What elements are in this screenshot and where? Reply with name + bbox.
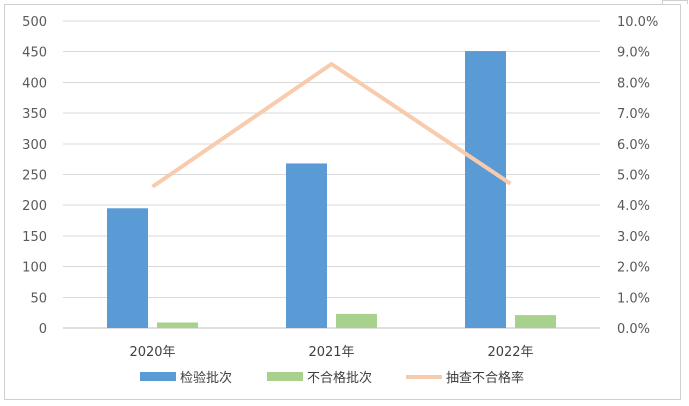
bar-2020-s1 (107, 208, 148, 328)
right-tick-label: 6.0% (617, 138, 650, 153)
left-tick-label: 400 (22, 76, 47, 91)
right-tick-label: 7.0% (617, 107, 650, 122)
category-label: 2020年 (129, 345, 175, 360)
gridlines (63, 20, 600, 329)
legend-label: 抽查不合格率 (446, 370, 524, 386)
right-tick-label: 5.0% (617, 169, 650, 184)
left-tick-label: 50 (30, 291, 47, 306)
category-label: 2022年 (487, 345, 533, 360)
bar-2021-s2 (336, 313, 377, 328)
left-tick-label: 0 (39, 322, 47, 337)
right-tick-label: 4.0% (617, 199, 650, 214)
legend: 检验批次 不合格批次 抽查不合格率 (140, 370, 524, 386)
right-tick-label: 0.0% (617, 322, 650, 337)
right-y-axis: 0.0% 1.0% 2.0% 3.0% 4.0% 5.0% 6.0% 7.0% 8.0% 9.0%… (617, 15, 658, 337)
bar-series (107, 51, 556, 328)
bar-2020-s2 (157, 322, 198, 328)
left-y-axis: 0 50 100 150 200 250 300 350 400 450 500 (22, 15, 47, 337)
bar-2022-s2 (515, 315, 556, 328)
left-tick-label: 250 (22, 169, 47, 184)
category-label: 2021年 (308, 345, 354, 360)
right-tick-label: 2.0% (617, 261, 650, 276)
right-tick-label: 3.0% (617, 230, 650, 245)
legend-swatch (140, 372, 176, 381)
right-tick-label: 1.0% (617, 291, 650, 306)
right-tick-label: 10.0% (617, 15, 658, 30)
bar-2021-s1 (286, 163, 327, 328)
bar-2022-s1 (465, 51, 506, 328)
left-tick-label: 100 (22, 261, 47, 276)
legend-label: 检验批次 (180, 370, 232, 386)
right-tick-label: 8.0% (617, 76, 650, 91)
x-axis: 2020年 2021年 2022年 (129, 345, 533, 360)
legend-label: 不合格批次 (307, 370, 372, 386)
right-tick-label: 9.0% (617, 46, 650, 61)
left-tick-label: 350 (22, 107, 47, 122)
left-tick-label: 500 (22, 15, 47, 30)
line-series (151, 61, 512, 189)
left-tick-label: 150 (22, 230, 47, 245)
left-tick-label: 300 (22, 138, 47, 153)
left-tick-label: 200 (22, 199, 47, 214)
left-tick-label: 450 (22, 46, 47, 61)
frame-corner-tab (662, 0, 688, 4)
legend-swatch (267, 372, 303, 381)
